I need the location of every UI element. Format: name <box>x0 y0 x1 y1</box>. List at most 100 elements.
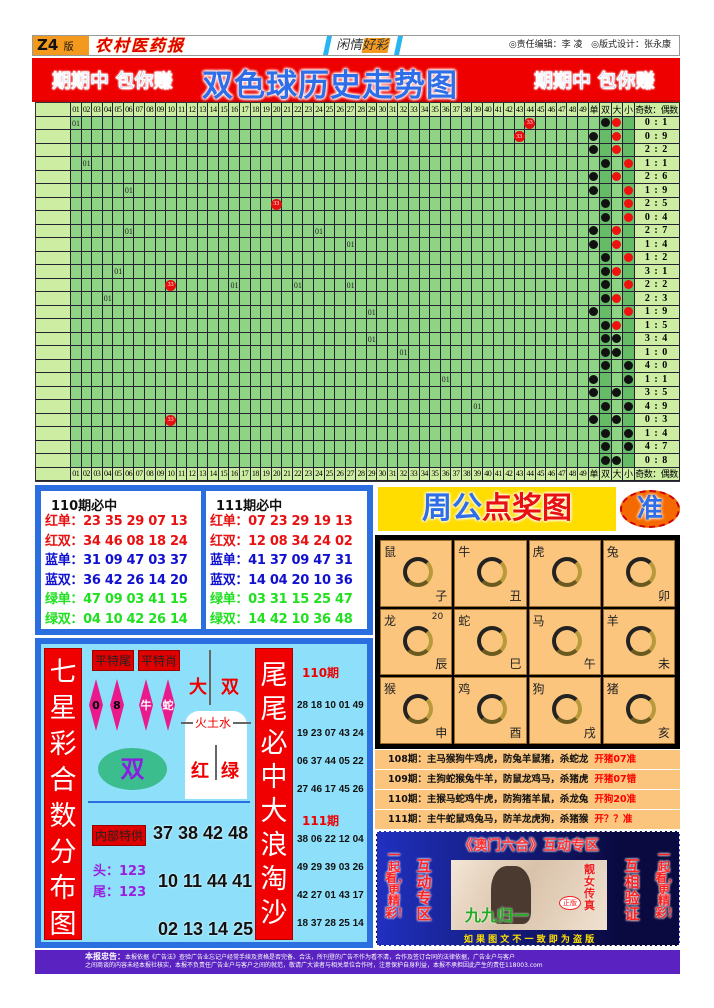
grid-cell <box>556 346 568 360</box>
grid-cell <box>134 413 145 427</box>
grid-cell <box>335 116 346 130</box>
grid-cell <box>144 170 156 184</box>
grid-cell <box>482 440 494 454</box>
big-label: 大 <box>189 677 207 698</box>
grid-cell <box>493 454 505 468</box>
zodiac-branch: 丑 <box>509 588 522 603</box>
grid-cell <box>578 359 589 373</box>
period-row: 19 23 07 43 24 <box>297 728 364 739</box>
indicator-cell <box>623 400 635 414</box>
grid-cell <box>398 413 409 427</box>
grid-cell <box>324 170 336 184</box>
grid-cell <box>356 143 367 157</box>
grid-cell <box>187 292 198 306</box>
grid-cell <box>398 184 409 198</box>
grid-cell <box>356 211 367 225</box>
edition-badge: Z4 版 <box>33 36 89 55</box>
grid-cell <box>81 440 93 454</box>
grid-cell <box>197 373 209 387</box>
grid-cell <box>218 454 230 468</box>
grid-cell <box>472 130 483 144</box>
grid-cell <box>71 130 82 144</box>
column-header: 23 <box>303 103 314 117</box>
grid-cell <box>387 184 399 198</box>
column-name-b: 好彩 <box>361 38 391 53</box>
ratio-cell: 0 : 4 <box>634 211 680 225</box>
grid-cell <box>535 292 547 306</box>
grid-cell <box>430 454 441 468</box>
grid-cell <box>398 157 409 171</box>
ratio-cell: 3 : 1 <box>634 265 680 279</box>
zodiac-branch: 申 <box>435 725 448 740</box>
grid-cell <box>482 251 494 265</box>
grid-cell <box>356 373 367 387</box>
grid-cell <box>187 143 198 157</box>
number-mark: 01 <box>230 280 239 290</box>
grid-cell <box>155 305 167 319</box>
interactive-ad[interactable]: 《澳门六合》互动专区 一起看，更精彩！ 互动专区 靓女传真 九九归一 正版 互相… <box>376 831 680 946</box>
grid-cell <box>292 305 304 319</box>
grid-cell <box>535 400 547 414</box>
zodiac-title-b: 点奖图 <box>482 491 572 526</box>
grid-cell <box>155 251 167 265</box>
grid-cell <box>472 413 483 427</box>
grid-cell <box>335 332 346 346</box>
grid-cell <box>556 373 568 387</box>
grid-cell <box>113 292 124 306</box>
grid-cell <box>472 116 483 130</box>
grid-cell <box>187 413 198 427</box>
column-header: 19 <box>261 467 272 481</box>
lotto-label: 绿双： <box>45 611 84 627</box>
grid-cell <box>377 265 388 279</box>
grid-cell <box>303 346 314 360</box>
grid-cell <box>345 319 357 333</box>
grid-cell <box>134 292 145 306</box>
grid-cell <box>144 386 156 400</box>
number-mark: 01 <box>293 280 302 290</box>
grid-cell <box>461 143 473 157</box>
grid-cell <box>472 427 483 441</box>
lotto-row: 红单：23 35 29 07 13 <box>45 512 201 532</box>
grid-cell <box>187 116 198 130</box>
grid-cell <box>176 278 188 292</box>
lotto-label: 蓝双： <box>45 572 84 588</box>
size-dot <box>612 320 622 330</box>
grid-cell <box>303 224 314 238</box>
ratio-cell: 2 : 7 <box>634 224 680 238</box>
grid-cell <box>155 211 167 225</box>
grid-cell <box>356 359 367 373</box>
grid-cell <box>461 224 473 238</box>
period-label: 111期 <box>302 814 340 828</box>
grid-cell <box>398 197 409 211</box>
column-header: 26 <box>335 467 346 481</box>
grid-cell <box>240 116 251 130</box>
grid-cell <box>229 251 240 265</box>
indicator-cell <box>600 170 612 184</box>
number-mark: 01 <box>473 402 482 411</box>
grid-cell <box>229 170 240 184</box>
grid-cell <box>335 143 346 157</box>
grid-cell <box>303 251 314 265</box>
grid-cell <box>525 278 536 292</box>
zodiac-animal-icon <box>403 625 433 656</box>
grid-cell <box>218 143 230 157</box>
grid-cell <box>356 346 367 360</box>
grid-cell <box>419 224 431 238</box>
row-label <box>36 400 71 414</box>
grid-cell <box>546 184 557 198</box>
grid-cell <box>292 224 304 238</box>
grid-cell <box>493 251 505 265</box>
grid-cell <box>430 143 441 157</box>
grid-cell <box>261 400 272 414</box>
indicator-cell <box>623 413 635 427</box>
slogan-left: 期期中 包你赚 <box>52 70 173 93</box>
grid-cell <box>419 427 431 441</box>
footer-notice: 本报忠告：本报依据《广告法》查验广告业忘记户经常手续及资格是否完备、合法，所刊登… <box>35 950 680 974</box>
number-mark: 01 <box>367 307 376 317</box>
indicator-cell <box>623 427 635 441</box>
grid-cell <box>430 292 441 306</box>
prediction-text: 108期：主马猴狗牛鸡虎，防兔羊鼠猪，杀蛇龙 <box>388 754 589 765</box>
grid-cell <box>472 157 483 171</box>
grid-cell <box>419 332 431 346</box>
column-header: 48 <box>567 467 578 481</box>
